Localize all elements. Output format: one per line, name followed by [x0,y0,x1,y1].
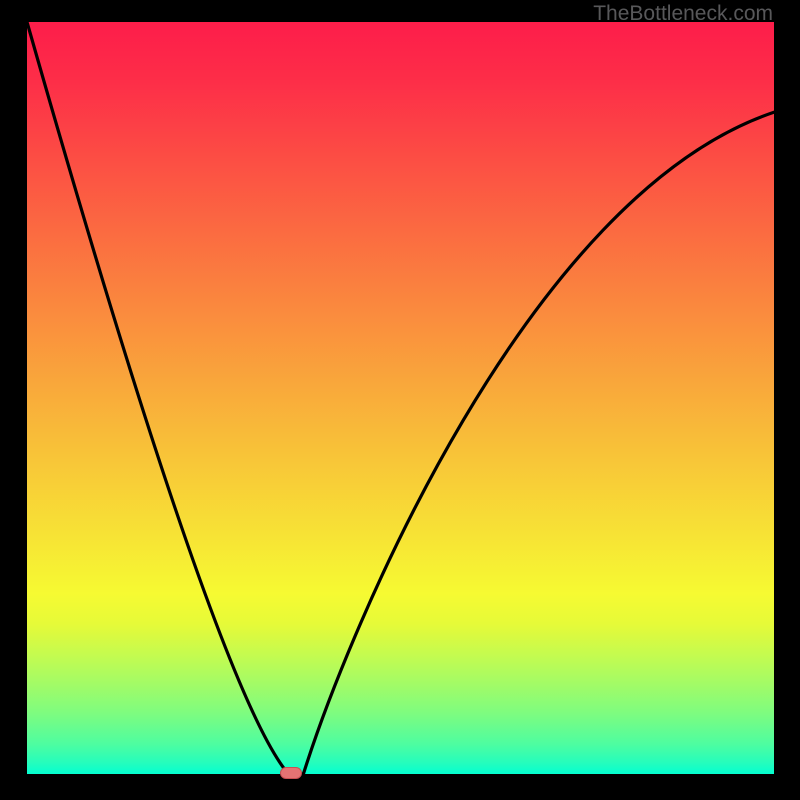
chart-curve-layer [27,22,774,774]
optimal-point-marker [280,767,302,779]
bottleneck-curve [27,22,774,774]
chart-plot-area [27,22,774,774]
